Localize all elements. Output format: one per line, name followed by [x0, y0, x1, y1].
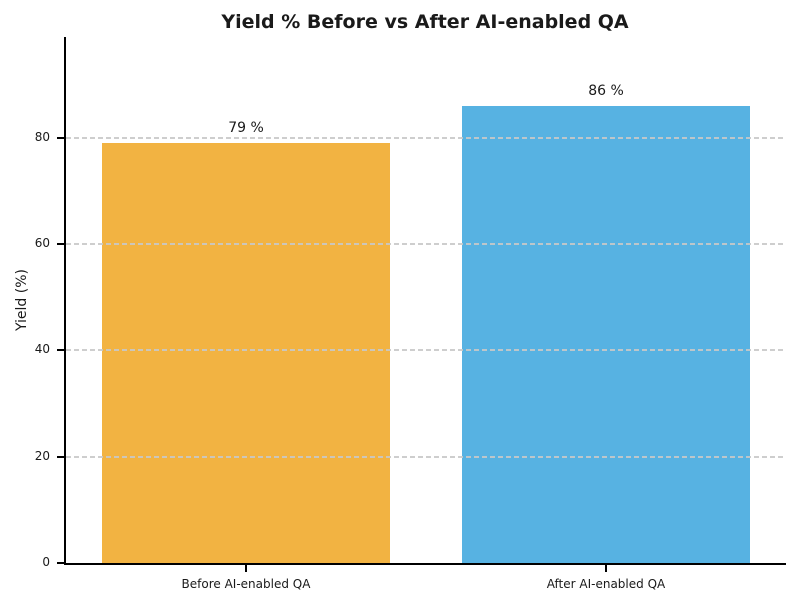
chart-title: Yield % Before vs After AI-enabled QA [221, 11, 629, 33]
plot-area: 0 20 40 60 80 79 % Before AI-enabled QA 86 % Aft… [35, 37, 786, 591]
y-tick [57, 455, 64, 458]
y-tick-label: 20 [34, 448, 50, 463]
y-axis-label: Yield (%) [14, 268, 30, 332]
y-tick [57, 136, 64, 139]
y-tick-label: 40 [34, 342, 50, 357]
y-tick [57, 349, 64, 352]
gridline [66, 349, 786, 352]
y-tick [57, 562, 64, 564]
bar [102, 143, 390, 563]
bar-value-label: 79 % [228, 120, 264, 137]
gridline [66, 243, 786, 246]
x-tick-label: Before AI-enabled QA [181, 577, 311, 591]
bar [462, 106, 750, 563]
y-tick-label: 60 [34, 236, 50, 251]
x-tick [245, 565, 247, 572]
gridline [66, 136, 786, 139]
y-tick [57, 243, 64, 246]
y-tick-label: 0 [42, 555, 50, 569]
bar-value-label: 86 % [588, 83, 624, 100]
gridline [66, 455, 786, 458]
y-tick-label: 80 [34, 129, 50, 144]
x-tick [605, 565, 607, 572]
x-tick-label: After AI-enabled QA [546, 577, 666, 591]
